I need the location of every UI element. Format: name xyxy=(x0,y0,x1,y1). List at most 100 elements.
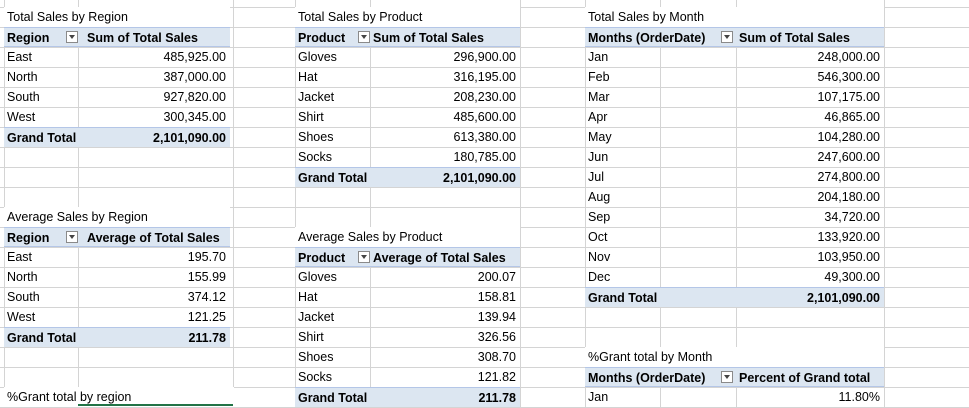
pivot-value-cell[interactable]: 34,720.00 xyxy=(824,210,880,224)
grand-total-value[interactable]: 2,101,090.00 xyxy=(736,287,884,307)
pivot-value-cell[interactable]: 11.80% xyxy=(838,390,880,404)
pivot-row-label[interactable]: Shoes xyxy=(298,350,334,364)
pivot-row-label[interactable]: Feb xyxy=(588,70,610,84)
pivot-row-label[interactable]: Jun xyxy=(588,150,609,164)
pivot-value-cell[interactable]: 485,925.00 xyxy=(163,50,226,64)
pivot-row-header[interactable]: Months (OrderDate) xyxy=(585,367,736,387)
pivot-row-header[interactable]: Product xyxy=(295,247,370,267)
pivot-value-cell[interactable]: 49,300.00 xyxy=(824,270,880,284)
pivot-value-cell[interactable]: 155.99 xyxy=(187,270,226,284)
pivot-value-cell[interactable]: 274,800.00 xyxy=(817,170,880,184)
pivot-value-cell[interactable]: 387,000.00 xyxy=(163,70,226,84)
pivot-row-label[interactable]: South xyxy=(7,290,40,304)
pivot-value-cell[interactable]: 104,280.00 xyxy=(817,130,880,144)
pivot-row-label[interactable]: Aug xyxy=(588,190,611,204)
pivot-row-label[interactable]: May xyxy=(588,130,612,144)
pivot-row-label[interactable]: Dec xyxy=(588,270,611,284)
pivot-value-cell[interactable]: 485,600.00 xyxy=(453,110,516,124)
pivot-row-label[interactable]: East xyxy=(7,50,33,64)
pivot-value-cell[interactable]: 103,950.00 xyxy=(817,250,880,264)
grand-total-label[interactable]: Grand Total xyxy=(295,167,370,187)
pivot-value-header[interactable]: Sum of Total Sales xyxy=(736,27,884,47)
filter-dropdown-icon[interactable] xyxy=(721,371,733,383)
pivot-row-label[interactable]: Jan xyxy=(588,390,609,404)
pivot-row-header[interactable]: Region xyxy=(4,27,84,47)
pivot-value-cell[interactable]: 546,300.00 xyxy=(817,70,880,84)
pivot-value-cell[interactable]: 204,180.00 xyxy=(817,190,880,204)
grand-total-label[interactable]: Grand Total xyxy=(4,127,84,147)
pivot-value-cell[interactable]: 200.07 xyxy=(477,270,516,284)
filter-dropdown-icon[interactable] xyxy=(358,31,370,43)
row-gridline xyxy=(0,207,969,208)
pivot-value-cell[interactable]: 326.56 xyxy=(477,330,516,344)
pivot-value-header[interactable]: Percent of Grand total xyxy=(736,367,884,387)
pivot-row-label[interactable]: Shirt xyxy=(298,330,324,344)
column-gridline xyxy=(736,0,737,407)
pivot-row-label[interactable]: Gloves xyxy=(298,50,337,64)
pivot-row-label[interactable]: Sep xyxy=(588,210,611,224)
pivot-row-label[interactable]: Socks xyxy=(298,150,333,164)
pivot-value-cell[interactable]: 180,785.00 xyxy=(453,150,516,164)
pivot-value-header[interactable]: Average of Total Sales xyxy=(370,247,520,267)
pivot-row-label[interactable]: Shirt xyxy=(298,110,324,124)
pivot-value-cell[interactable]: 374.12 xyxy=(187,290,226,304)
pivot-value-cell[interactable]: 308.70 xyxy=(477,350,516,364)
pivot-row-label[interactable]: North xyxy=(7,70,38,84)
grand-total-value[interactable]: 211.78 xyxy=(370,387,520,407)
pivot-value-cell[interactable]: 195.70 xyxy=(187,250,226,264)
pivot-value-cell[interactable]: 121.82 xyxy=(477,370,516,384)
pivot-row-label[interactable]: Jacket xyxy=(298,310,335,324)
pivot-value-cell[interactable]: 208,230.00 xyxy=(453,90,516,104)
pivot-value-header[interactable]: Average of Total Sales xyxy=(84,227,230,247)
pivot-value-cell[interactable]: 296,900.00 xyxy=(453,50,516,64)
pivot-value-cell[interactable]: 300,345.00 xyxy=(163,110,226,124)
pivot-row-label[interactable]: Socks xyxy=(298,370,333,384)
pivot-row-label[interactable]: North xyxy=(7,270,38,284)
filter-dropdown-icon[interactable] xyxy=(66,231,78,243)
column-gridline xyxy=(884,0,885,407)
pivot-row-label[interactable]: Jacket xyxy=(298,90,335,104)
row-gridline xyxy=(0,47,969,48)
pivot-row-header[interactable]: Months (OrderDate) xyxy=(585,27,736,47)
pivot-value-header[interactable]: Sum of Total Sales xyxy=(370,27,520,47)
pivot-row-label[interactable]: Hat xyxy=(298,290,318,304)
pivot-row-label[interactable]: Nov xyxy=(588,250,611,264)
grand-total-label[interactable]: Grand Total xyxy=(4,327,84,347)
pivot-value-cell[interactable]: 247,600.00 xyxy=(817,150,880,164)
pivot-value-cell[interactable]: 121.25 xyxy=(187,310,226,324)
pivot-value-cell[interactable]: 927,820.00 xyxy=(163,90,226,104)
pivot-row-label[interactable]: Jan xyxy=(588,50,609,64)
pivot-row-label[interactable]: Gloves xyxy=(298,270,337,284)
grand-total-label[interactable]: Grand Total xyxy=(585,287,736,307)
pivot-value-cell[interactable]: 316,195.00 xyxy=(453,70,516,84)
pivot-value-cell[interactable]: 613,380.00 xyxy=(453,130,516,144)
pivot-value-cell[interactable]: 46,865.00 xyxy=(824,110,880,124)
filter-dropdown-icon[interactable] xyxy=(721,31,733,43)
grand-total-label[interactable]: Grand Total xyxy=(295,387,370,407)
grand-total-value[interactable]: 2,101,090.00 xyxy=(370,167,520,187)
pivot-value-cell[interactable]: 107,175.00 xyxy=(817,90,880,104)
pivot-row-label[interactable]: East xyxy=(7,250,33,264)
pivot-row-label[interactable]: South xyxy=(7,90,40,104)
pivot-row-label[interactable]: Oct xyxy=(588,230,608,244)
row-gridline xyxy=(0,327,969,328)
pivot-row-header[interactable]: Region xyxy=(4,227,84,247)
pivot-row-label[interactable]: Mar xyxy=(588,90,610,104)
pivot-value-cell[interactable]: 139.94 xyxy=(477,310,516,324)
pivot-value-header[interactable]: Sum of Total Sales xyxy=(84,27,230,47)
pivot-row-header[interactable]: Product xyxy=(295,27,370,47)
pivot-row-label[interactable]: Jul xyxy=(588,170,604,184)
pivot-value-cell[interactable]: 158.81 xyxy=(477,290,516,304)
grand-total-value[interactable]: 211.78 xyxy=(84,327,230,347)
filter-dropdown-icon[interactable] xyxy=(358,251,370,263)
pivot-row-label[interactable]: Shoes xyxy=(298,130,334,144)
pivot-value-cell[interactable]: 133,920.00 xyxy=(817,230,880,244)
grand-total-value[interactable]: 2,101,090.00 xyxy=(84,127,230,147)
pivot-row-label[interactable]: West xyxy=(7,310,36,324)
pivot-row-label[interactable]: Hat xyxy=(298,70,318,84)
pivot-row-label[interactable]: West xyxy=(7,110,36,124)
filter-dropdown-icon[interactable] xyxy=(66,31,78,43)
pivot-value-cell[interactable]: 248,000.00 xyxy=(817,50,880,64)
pivot-row-label[interactable]: Apr xyxy=(588,110,608,124)
